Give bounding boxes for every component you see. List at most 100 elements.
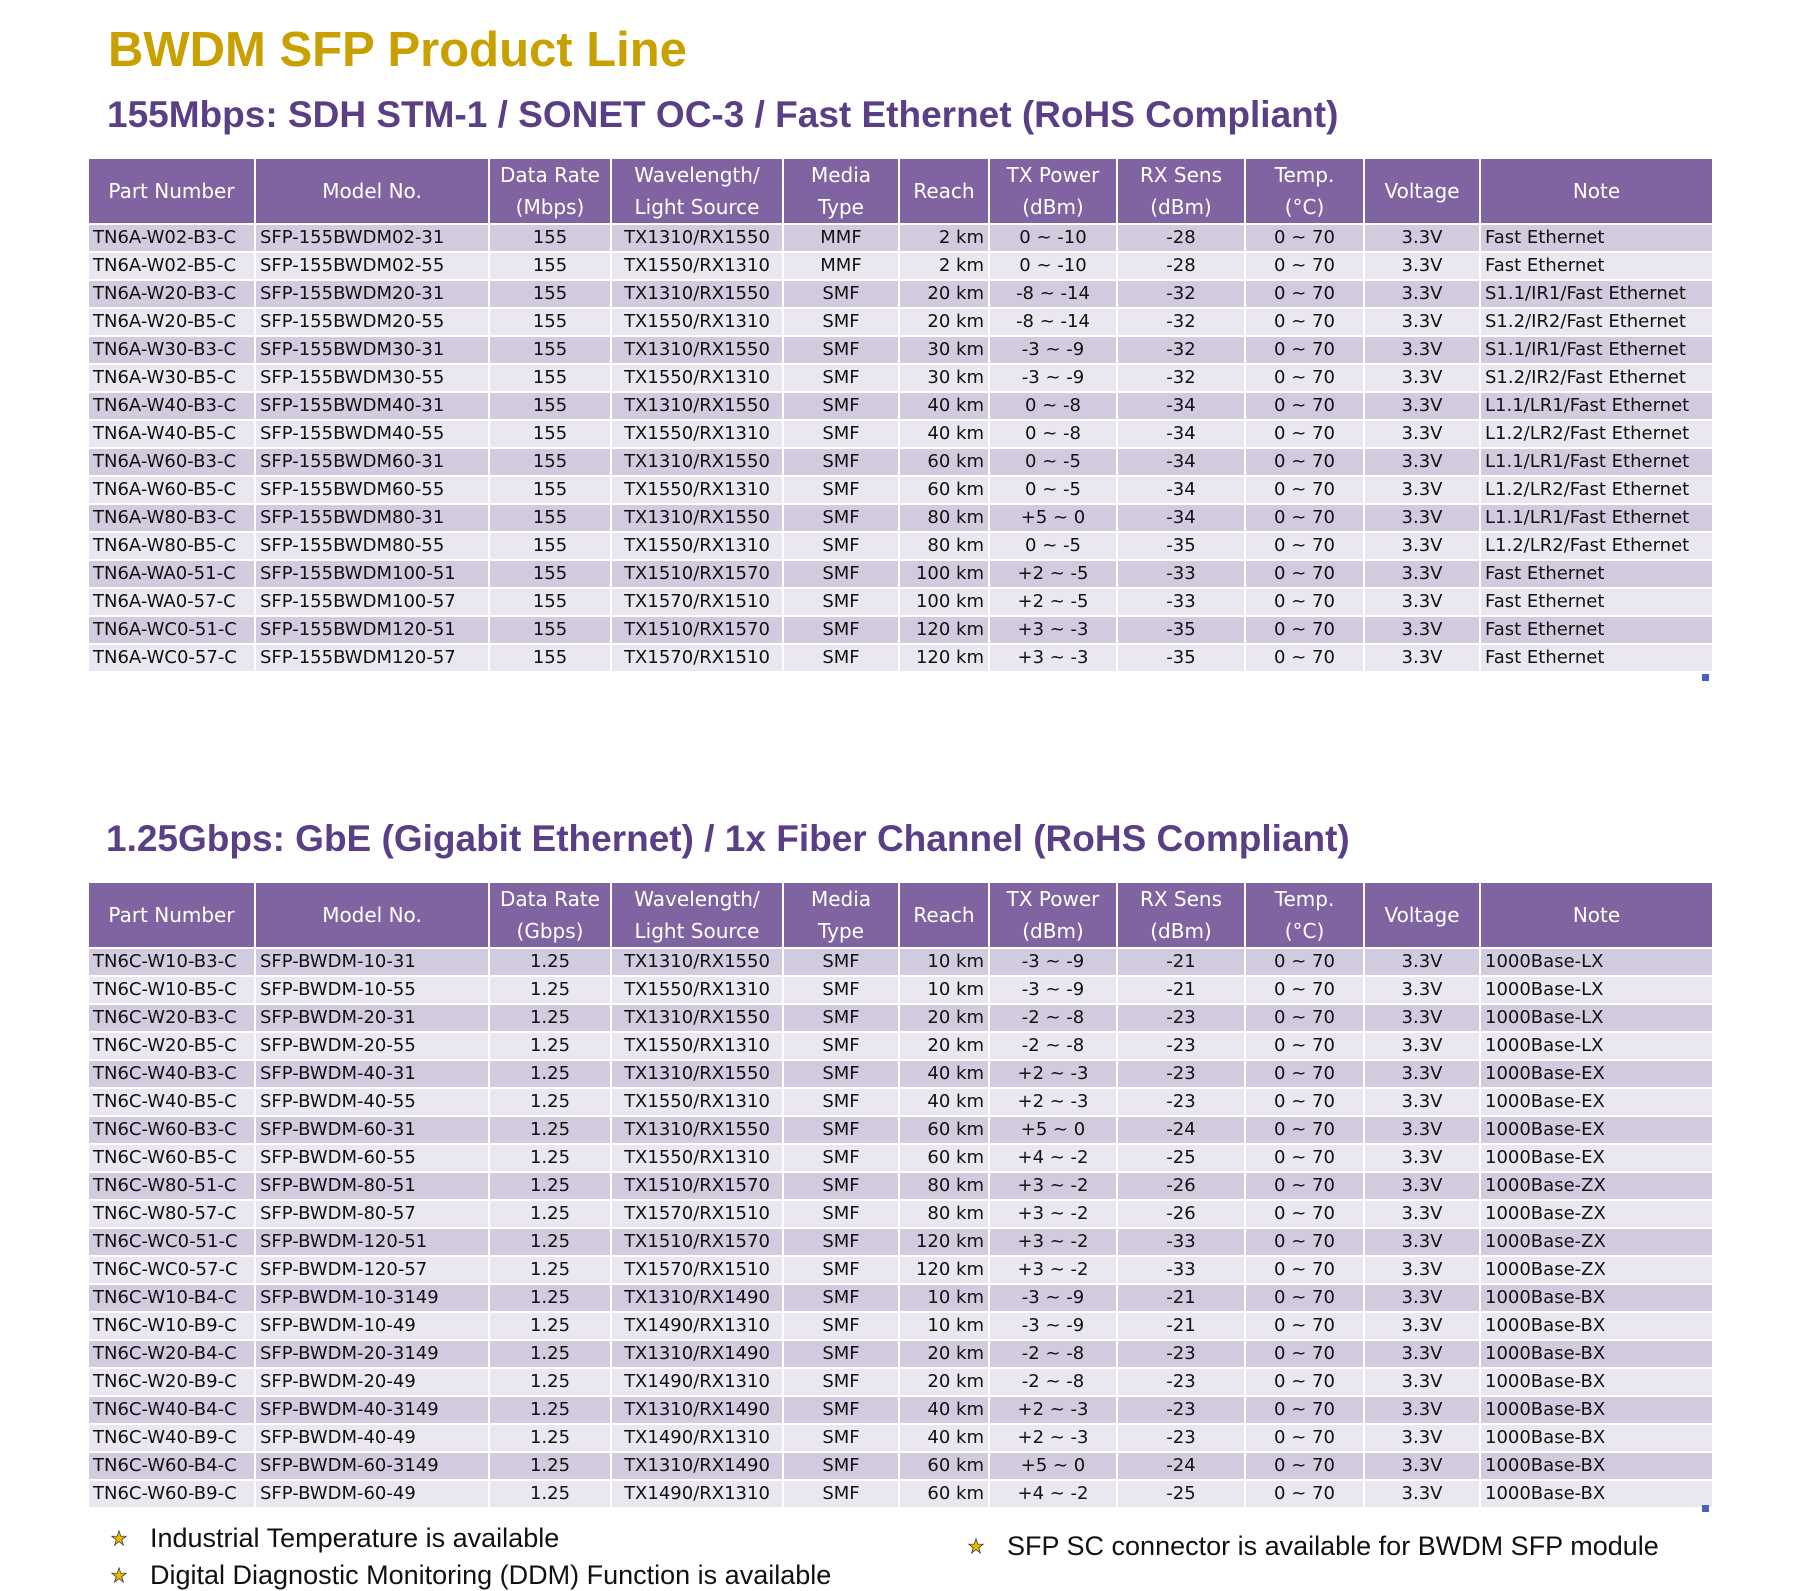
cell-tx-power: -2 ~ -8: [990, 1341, 1116, 1367]
cell-part-number: TN6A-WC0-57-C: [89, 645, 254, 671]
cell-data-rate: 155: [490, 281, 610, 307]
cell-media-type: SMF: [784, 393, 898, 419]
cell-part-number: TN6C-W80-51-C: [89, 1173, 254, 1199]
cell-reach: 120 km: [900, 1257, 988, 1283]
cell-voltage: 3.3V: [1365, 589, 1479, 615]
cell-media-type: SMF: [784, 1257, 898, 1283]
cell-reach: 20 km: [900, 1341, 988, 1367]
cell-temp: 0 ~ 70: [1246, 589, 1363, 615]
cell-reach: 80 km: [900, 1173, 988, 1199]
star-bullet-icon: [110, 1529, 128, 1547]
cell-tx-power: -8 ~ -14: [990, 281, 1116, 307]
cell-model-no: SFP-BWDM-10-55: [256, 977, 488, 1003]
cell-wavelength: TX1510/RX1570: [612, 617, 782, 643]
cell-voltage: 3.3V: [1365, 365, 1479, 391]
cell-media-type: SMF: [784, 1397, 898, 1423]
cell-tx-power: -3 ~ -9: [990, 365, 1116, 391]
cell-temp: 0 ~ 70: [1246, 1369, 1363, 1395]
column-header-tx-power: TX Power (dBm): [990, 883, 1116, 947]
cell-data-rate: 1.25: [490, 1397, 610, 1423]
cell-data-rate: 155: [490, 365, 610, 391]
cell-voltage: 3.3V: [1365, 1173, 1479, 1199]
table-row: TN6A-WA0-57-C SFP-155BWDM100-57 155 TX1570/…: [89, 589, 1712, 615]
table-row: TN6C-W40-B4-C SFP-BWDM-40-3149 1.25 TX1310/…: [89, 1397, 1712, 1423]
table-row: TN6A-W30-B5-C SFP-155BWDM30-55 155 TX1550/R…: [89, 365, 1712, 391]
cell-voltage: 3.3V: [1365, 1313, 1479, 1339]
cell-data-rate: 155: [490, 505, 610, 531]
cell-media-type: SMF: [784, 1453, 898, 1479]
cell-voltage: 3.3V: [1365, 505, 1479, 531]
table-row: TN6C-W60-B9-C SFP-BWDM-60-49 1.25 TX1490/RX…: [89, 1481, 1712, 1507]
column-header-media-type: Media Type: [784, 159, 898, 223]
cell-tx-power: +4 ~ -2: [990, 1481, 1116, 1507]
note-text: SFP SC connector is available for BWDM S…: [1007, 1531, 1659, 1561]
cell-temp: 0 ~ 70: [1246, 1033, 1363, 1059]
cell-data-rate: 1.25: [490, 1005, 610, 1031]
cell-temp: 0 ~ 70: [1246, 1117, 1363, 1143]
column-header-voltage: Voltage: [1365, 159, 1479, 223]
cell-model-no: SFP-BWDM-60-55: [256, 1145, 488, 1171]
cell-voltage: 3.3V: [1365, 1117, 1479, 1143]
table-header-row: Part Number Model No. Data Rate (Mbps) Wavel…: [89, 159, 1712, 223]
cell-media-type: SMF: [784, 1061, 898, 1087]
cell-model-no: SFP-BWDM-80-51: [256, 1173, 488, 1199]
cell-note: 1000Base-BX: [1481, 1285, 1712, 1311]
cell-wavelength: TX1310/RX1490: [612, 1397, 782, 1423]
cell-voltage: 3.3V: [1365, 1453, 1479, 1479]
cell-wavelength: TX1570/RX1510: [612, 645, 782, 671]
cell-model-no: SFP-BWDM-10-31: [256, 949, 488, 975]
cell-voltage: 3.3V: [1365, 617, 1479, 643]
cell-media-type: SMF: [784, 533, 898, 559]
cell-reach: 10 km: [900, 1285, 988, 1311]
cell-media-type: MMF: [784, 253, 898, 279]
cell-voltage: 3.3V: [1365, 645, 1479, 671]
spec-table-125gbps: Part Number Model No. Data Rate (Gbps) Wavel…: [87, 881, 1714, 1509]
cell-media-type: SMF: [784, 281, 898, 307]
cell-temp: 0 ~ 70: [1246, 1425, 1363, 1451]
cell-model-no: SFP-155BWDM40-55: [256, 421, 488, 447]
cell-temp: 0 ~ 70: [1246, 309, 1363, 335]
cell-model-no: SFP-BWDM-20-31: [256, 1005, 488, 1031]
cell-tx-power: 0 ~ -10: [990, 225, 1116, 251]
cell-wavelength: TX1490/RX1310: [612, 1369, 782, 1395]
cell-temp: 0 ~ 70: [1246, 1089, 1363, 1115]
cell-tx-power: +2 ~ -3: [990, 1425, 1116, 1451]
column-header-note: Note: [1481, 159, 1712, 223]
cell-voltage: 3.3V: [1365, 393, 1479, 419]
cell-data-rate: 155: [490, 561, 610, 587]
cell-model-no: SFP-BWDM-60-49: [256, 1481, 488, 1507]
cell-note: 1000Base-LX: [1481, 977, 1712, 1003]
cell-media-type: SMF: [784, 309, 898, 335]
cell-tx-power: 0 ~ -8: [990, 393, 1116, 419]
cell-wavelength: TX1510/RX1570: [612, 1173, 782, 1199]
cell-wavelength: TX1550/RX1310: [612, 977, 782, 1003]
cell-temp: 0 ~ 70: [1246, 281, 1363, 307]
cell-part-number: TN6A-W02-B3-C: [89, 225, 254, 251]
cell-voltage: 3.3V: [1365, 949, 1479, 975]
column-header-part-number: Part Number: [89, 883, 254, 947]
cell-note: Fast Ethernet: [1481, 225, 1712, 251]
cell-model-no: SFP-BWDM-40-55: [256, 1089, 488, 1115]
cell-tx-power: +5 ~ 0: [990, 505, 1116, 531]
cell-rx-sens: -23: [1118, 1005, 1244, 1031]
cell-model-no: SFP-BWDM-120-51: [256, 1229, 488, 1255]
table-row: TN6A-W02-B3-C SFP-155BWDM02-31 155 TX1310/R…: [89, 225, 1712, 251]
cell-rx-sens: -32: [1118, 281, 1244, 307]
cell-media-type: SMF: [784, 949, 898, 975]
table-row: TN6C-W20-B4-C SFP-BWDM-20-3149 1.25 TX1310/…: [89, 1341, 1712, 1367]
cell-temp: 0 ~ 70: [1246, 1229, 1363, 1255]
column-header-reach: Reach: [900, 159, 988, 223]
cell-media-type: SMF: [784, 589, 898, 615]
cell-voltage: 3.3V: [1365, 1089, 1479, 1115]
cell-data-rate: 1.25: [490, 1369, 610, 1395]
cell-part-number: TN6A-W40-B3-C: [89, 393, 254, 419]
cell-data-rate: 155: [490, 477, 610, 503]
cell-part-number: TN6A-W02-B5-C: [89, 253, 254, 279]
cell-temp: 0 ~ 70: [1246, 617, 1363, 643]
cell-part-number: TN6A-W30-B5-C: [89, 365, 254, 391]
cell-tx-power: +2 ~ -5: [990, 589, 1116, 615]
cell-note: S1.2/IR2/Fast Ethernet: [1481, 365, 1712, 391]
cell-voltage: 3.3V: [1365, 1201, 1479, 1227]
cell-tx-power: +3 ~ -3: [990, 617, 1116, 643]
cell-wavelength: TX1490/RX1310: [612, 1425, 782, 1451]
